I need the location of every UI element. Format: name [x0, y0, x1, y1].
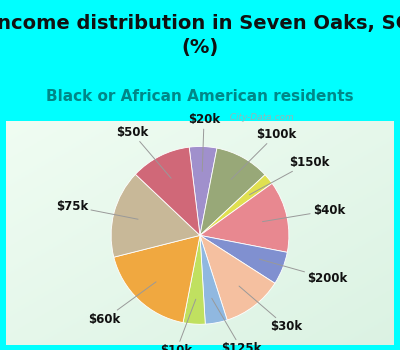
Text: $40k: $40k: [262, 204, 345, 222]
Wedge shape: [114, 235, 200, 323]
Text: $30k: $30k: [239, 286, 303, 334]
Wedge shape: [200, 148, 265, 235]
Wedge shape: [200, 175, 272, 235]
Text: $10k: $10k: [160, 299, 196, 350]
Text: $150k: $150k: [250, 155, 330, 195]
Wedge shape: [200, 235, 227, 324]
Wedge shape: [136, 147, 200, 235]
Text: City-Data.com: City-Data.com: [224, 113, 293, 122]
Text: Income distribution in Seven Oaks, SC
(%): Income distribution in Seven Oaks, SC (%…: [0, 14, 400, 57]
Wedge shape: [200, 235, 275, 320]
Wedge shape: [111, 174, 200, 257]
Text: $75k: $75k: [56, 200, 138, 219]
Wedge shape: [200, 183, 289, 252]
Text: $100k: $100k: [231, 128, 296, 180]
Text: $50k: $50k: [116, 126, 171, 178]
Text: $125k: $125k: [212, 298, 262, 350]
Text: $200k: $200k: [260, 259, 348, 285]
Wedge shape: [189, 146, 217, 235]
Text: $60k: $60k: [88, 282, 156, 326]
Text: Black or African American residents: Black or African American residents: [46, 89, 354, 104]
Text: $20k: $20k: [188, 113, 220, 172]
Wedge shape: [183, 235, 205, 324]
Wedge shape: [200, 235, 287, 283]
